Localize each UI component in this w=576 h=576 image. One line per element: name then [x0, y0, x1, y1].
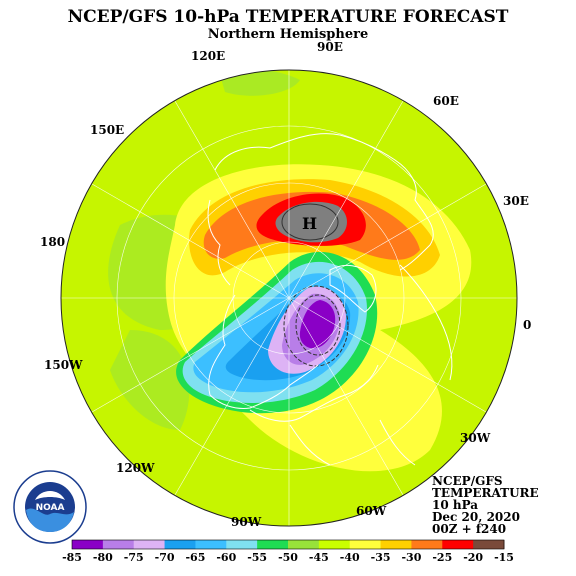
- colorbar-tick-label: -75: [123, 551, 144, 564]
- colorbar-tick-label: -85: [62, 551, 82, 564]
- field-cold-core-purple: [299, 300, 336, 349]
- lon-label-90w: 90W: [231, 515, 262, 529]
- coastline-greenland: [329, 264, 377, 313]
- coastline-africa-west: [379, 419, 416, 466]
- colorbar-swatch: [133, 540, 166, 549]
- lon-label-90e: 90E: [317, 40, 343, 54]
- colorbar-tick-label: -80: [92, 551, 113, 564]
- colorbar-tick-label: -45: [308, 551, 329, 564]
- colorbar-swatch: [72, 540, 104, 549]
- info-level: 10 hPa: [432, 498, 479, 512]
- forecast-info: NCEP/GFS TEMPERATURE 10 hPa Dec 20, 2020…: [432, 475, 539, 535]
- coastline-north-america-east: [249, 364, 379, 422]
- colorbar-swatch: [164, 540, 196, 549]
- meridian-150w: [91, 297, 290, 413]
- colorbar-tick-label: -20: [463, 551, 484, 564]
- meridian-150e: [91, 183, 290, 299]
- coastlines: [207, 133, 453, 466]
- info-date: Dec 20, 2020: [432, 510, 520, 524]
- contour-inner: [295, 294, 341, 356]
- colorbar-tick-label: -50: [278, 551, 298, 564]
- contour-outer: [283, 285, 349, 367]
- colorbar-tick-label: -30: [401, 551, 422, 564]
- lon-label-30w: 30W: [460, 431, 491, 445]
- lon-label-30e: 30E: [503, 194, 529, 208]
- map-title: NCEP/GFS 10-hPa TEMPERATURE FORECAST: [67, 7, 509, 27]
- lon-label-180: 180: [40, 235, 66, 249]
- info-forecast-hour: 00Z + f240: [432, 522, 507, 536]
- map-subtitle: Northern Hemisphere: [207, 27, 369, 42]
- colorbar-tick-label: -55: [247, 551, 268, 564]
- field-warm-core-gray: [275, 201, 347, 243]
- lon-label-0: 0: [523, 318, 532, 332]
- colorbar-labels: -85 -80 -75 -70 -65 -60 -55 -50 -45 -40 -35 -30 -25-…: [0, 551, 576, 565]
- colorbar-tick-label: -15: [494, 551, 514, 564]
- colorbar-swatch: [411, 540, 443, 549]
- noaa-logo-text: NOAA: [36, 503, 65, 513]
- colorbar-tick-label: -65: [185, 551, 206, 564]
- colorbar-tick-label: -60: [216, 551, 237, 564]
- contour-high: [281, 203, 339, 241]
- colorbar-tick-label: -25: [432, 551, 453, 564]
- lon-label-60w: 60W: [356, 504, 387, 518]
- info-field: TEMPERATURE: [432, 486, 539, 500]
- lon-label-60e: 60E: [433, 94, 459, 108]
- map-boundary: [60, 69, 518, 527]
- coastline-europe-atlantic: [399, 264, 453, 381]
- meridian-30e: [288, 183, 487, 299]
- temperature-field: [61, 70, 517, 526]
- lon-label-120w: 120W: [116, 461, 155, 475]
- colorbar-swatch: [195, 540, 227, 549]
- meridian-30w: [288, 297, 487, 413]
- meridian-120w: [174, 297, 290, 496]
- meridian-120e: [174, 100, 290, 299]
- colorbar-swatch: [257, 540, 289, 549]
- graticule: [61, 70, 517, 526]
- high-pressure-marker: H: [302, 214, 317, 233]
- colorbar-swatch: [473, 540, 505, 549]
- coastline-central-america: [289, 424, 331, 466]
- colorbar-swatch: [380, 540, 412, 549]
- lon-label-150w: 150W: [44, 358, 83, 372]
- meridian-60e: [288, 100, 404, 299]
- colorbar-tick-label: -70: [154, 551, 175, 564]
- colorbar-swatch: [102, 540, 135, 549]
- colorbar-tick-label: -35: [370, 551, 391, 564]
- colorbar-swatch: [318, 540, 351, 549]
- lon-label-150e: 150E: [90, 123, 125, 137]
- coastline-north-america-west: [208, 294, 319, 409]
- colorbar: [71, 539, 505, 550]
- coastline-eurasia: [214, 133, 434, 271]
- colorbar-swatch: [288, 540, 320, 549]
- lon-label-120e: 120E: [191, 49, 226, 63]
- field-patch-green-north: [220, 70, 300, 96]
- coastline-east-asia: [207, 199, 231, 286]
- field-patch-green-southwest: [110, 330, 190, 430]
- colorbar-frame: [71, 539, 505, 550]
- noaa-logo: NOAA: [13, 470, 87, 544]
- colorbar-swatch: [442, 540, 474, 549]
- colorbar-swatch: [349, 540, 382, 549]
- colorbar-tick-label: -40: [339, 551, 360, 564]
- meridian-60w: [288, 297, 404, 496]
- colorbar-swatch: [226, 540, 258, 549]
- info-model: NCEP/GFS: [432, 474, 503, 488]
